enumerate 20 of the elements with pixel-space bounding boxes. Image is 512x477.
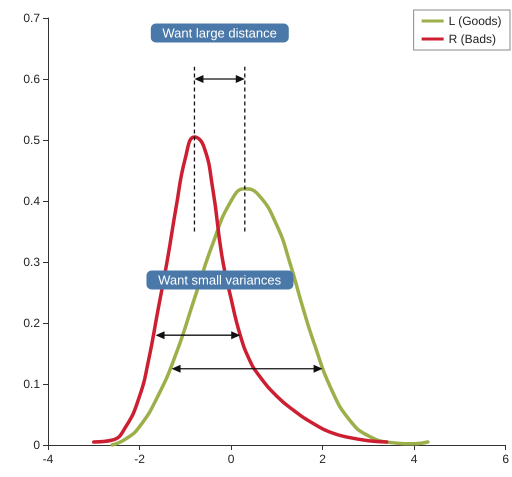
y-tick-label: 0.6 [23, 72, 40, 86]
x-tick-label: 0 [228, 452, 235, 466]
x-tick-label: -4 [42, 452, 54, 466]
y-tick-label: 0.3 [23, 255, 40, 269]
y-tick-label: 0.5 [23, 133, 40, 147]
y-tick-label: 0.4 [23, 194, 40, 208]
x-tick-label: 2 [319, 452, 326, 466]
line-series [110, 187, 430, 447]
y-tick-label: 0.2 [23, 316, 40, 330]
y-tick-label: 0 [33, 438, 40, 452]
x-tick-label: 6 [502, 452, 510, 466]
line-series [92, 135, 388, 444]
annotation: Want large distance [150, 24, 289, 43]
y-tick-label: 0.1 [23, 377, 40, 391]
x-tick-label: -2 [134, 452, 146, 466]
annotation: Want small variances [146, 270, 294, 290]
legend-label: R (Bads) [448, 32, 496, 46]
y-tick-label: 0.7 [23, 11, 40, 25]
legend-label: L (Goods) [448, 14, 502, 28]
x-tick-label: 4 [410, 452, 418, 466]
